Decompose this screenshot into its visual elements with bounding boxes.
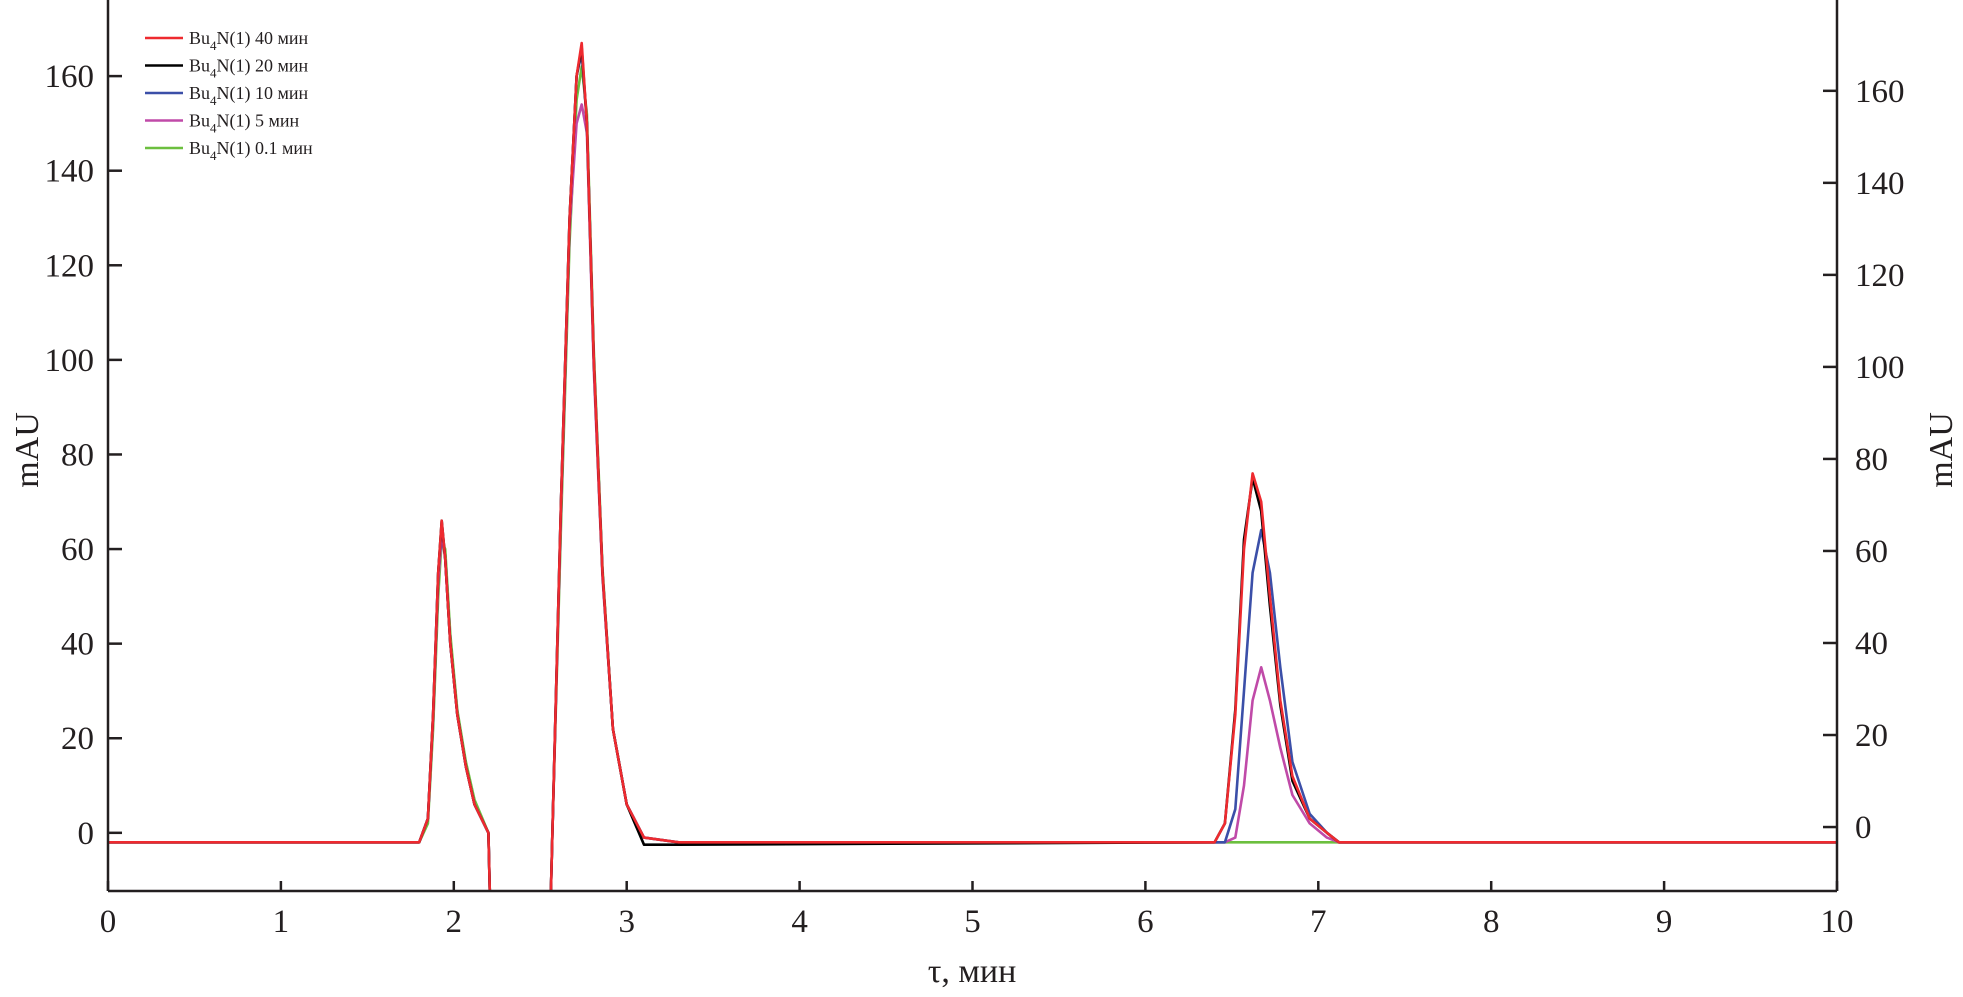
y-tick-label-right: 80 xyxy=(1855,442,1888,478)
y-tick-label-right: 160 xyxy=(1855,74,1905,110)
x-tick-label: 7 xyxy=(1310,904,1327,940)
y-tick-label-right: 20 xyxy=(1855,718,1888,754)
legend-entry: Bu4N(1) 40 мин xyxy=(189,28,309,53)
series-line-0 xyxy=(108,65,1837,891)
x-tick-label: 8 xyxy=(1483,904,1500,940)
y-tick-label-left: 40 xyxy=(61,627,94,663)
y-tick-label-right: 0 xyxy=(1855,810,1872,846)
series-line-2 xyxy=(108,51,1837,891)
y-tick-label-right: 140 xyxy=(1855,166,1905,202)
axes-layer: 0 1 2 3 4 5 6 7 8 9 100204060801001201401600204060… xyxy=(45,0,1905,940)
x-tick-label: 4 xyxy=(791,904,808,940)
x-tick-label: 6 xyxy=(1137,904,1154,940)
x-tick-label: 9 xyxy=(1656,904,1673,940)
y-tick-label-left: 160 xyxy=(45,59,95,95)
x-tick-label: 10 xyxy=(1821,904,1854,940)
y-tick-label-left: 20 xyxy=(61,721,94,757)
y-tick-label-left: 60 xyxy=(61,532,94,568)
y-tick-label-right: 40 xyxy=(1855,626,1888,662)
series-line-3 xyxy=(108,46,1837,891)
legend-entry: Bu4N(1) 0.1 мин xyxy=(189,138,313,163)
y-tick-label-right: 100 xyxy=(1855,350,1905,386)
y-tick-label-right: 60 xyxy=(1855,534,1888,570)
series-line-4 xyxy=(108,41,1837,891)
y-tick-label-left: 140 xyxy=(45,154,95,190)
y-tick-label-left: 120 xyxy=(45,248,95,284)
legend-entry: Bu4N(1) 5 мин xyxy=(189,111,300,136)
x-tick-label: 1 xyxy=(273,904,290,940)
y-tick-label-right: 120 xyxy=(1855,258,1905,294)
legend-entry: Bu4N(1) 10 мин xyxy=(189,83,309,108)
x-tick-label: 2 xyxy=(446,904,463,940)
y-tick-label-left: 80 xyxy=(61,437,94,473)
y-tick-label-left: 0 xyxy=(78,816,95,852)
y-tick-label-left: 100 xyxy=(45,343,95,379)
x-tick-label: 0 xyxy=(100,904,117,940)
y-axis-label-right: mAU xyxy=(1923,412,1960,488)
x-tick-label: 5 xyxy=(964,904,981,940)
series-layer xyxy=(108,41,1837,891)
legend-entry: Bu4N(1) 20 мин xyxy=(189,56,309,81)
series-line-1 xyxy=(108,103,1837,891)
x-axis-label: τ, мин xyxy=(928,953,1017,990)
x-tick-label: 3 xyxy=(618,904,635,940)
y-axis-label-left: mAU xyxy=(9,412,46,488)
